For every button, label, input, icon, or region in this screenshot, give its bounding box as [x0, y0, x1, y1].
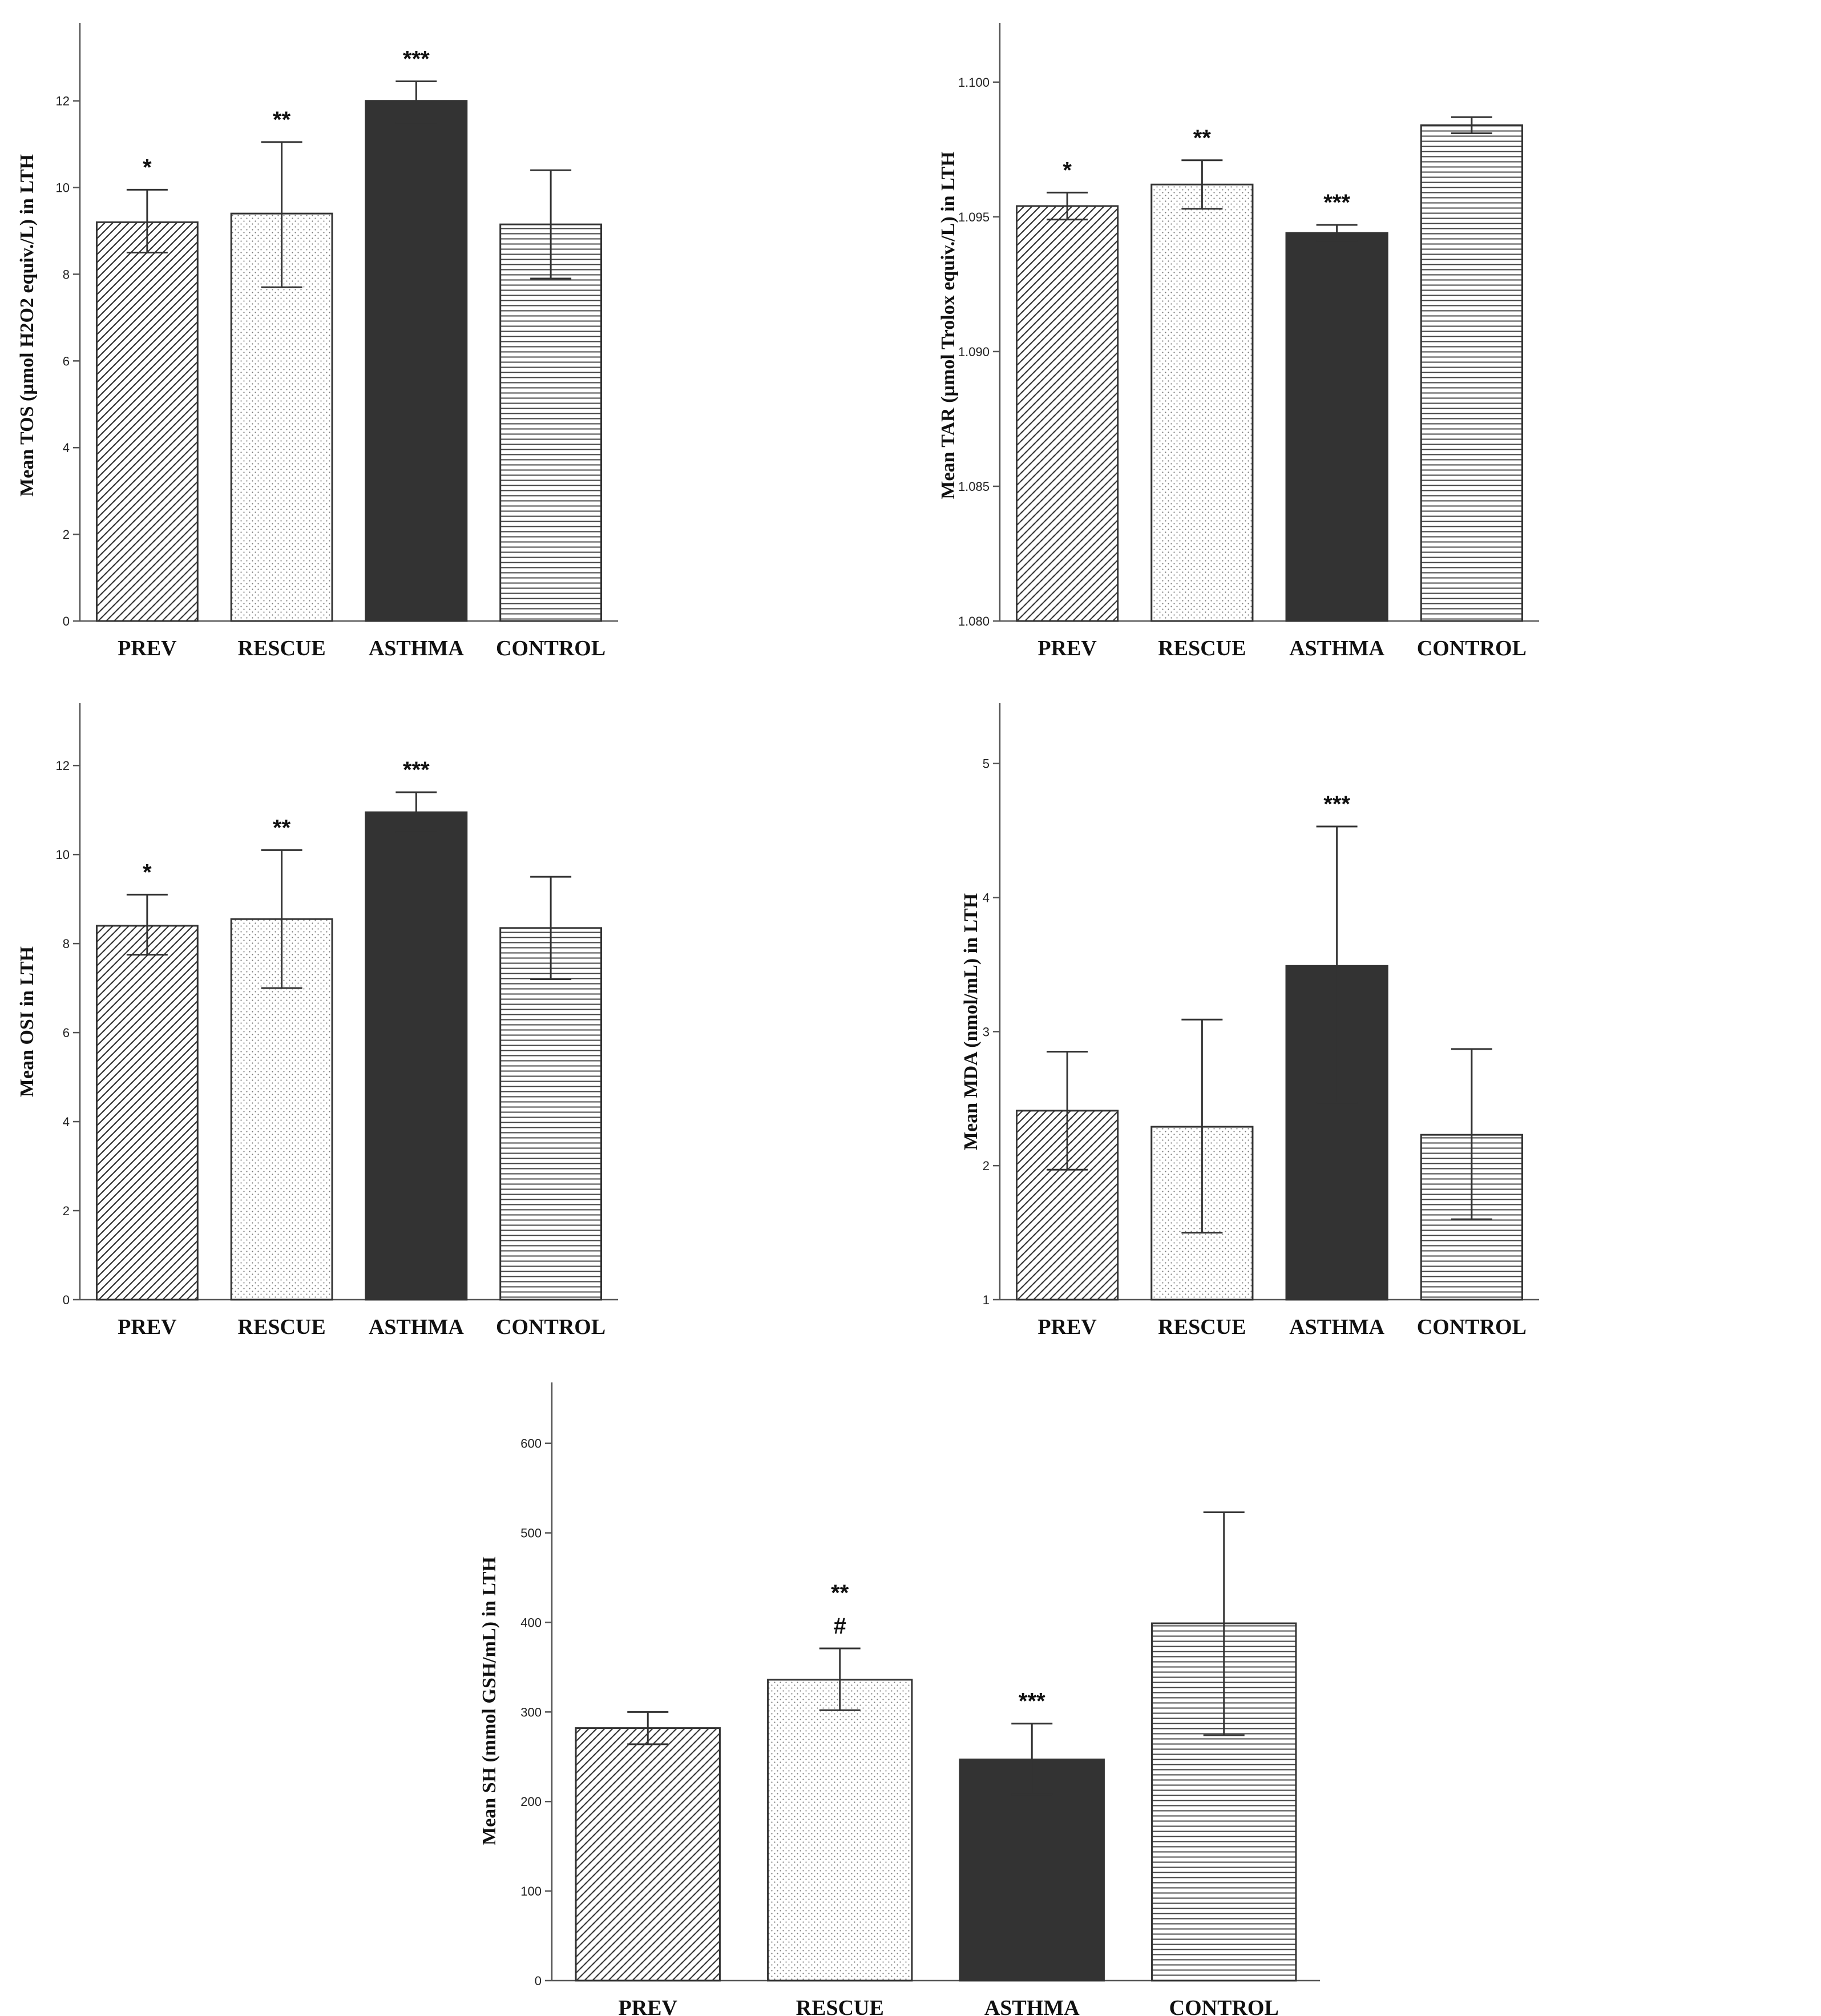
category-label-asthma: ASTHMA — [369, 1315, 464, 1339]
category-label-prev: PREV — [118, 636, 177, 660]
chart-tar: Mean TAR (µmol Trolox equiv./L) in LTH 1… — [938, 23, 1539, 660]
category-label-control: CONTROL — [1417, 636, 1527, 660]
chart-osi: Mean OSI in LTH 0 2 4 6 8 10 12 PREV * RESCUE ** AS… — [17, 703, 618, 1339]
y-tick-label: 1.090 — [958, 345, 990, 359]
bar-prev — [95, 925, 199, 1301]
category-label-asthma: ASTHMA — [1289, 1315, 1384, 1339]
category-label-rescue: RESCUE — [238, 636, 326, 660]
y-tick-label: 6 — [63, 1026, 70, 1040]
category-label-rescue: RESCUE — [1158, 1315, 1246, 1339]
category-label-prev: PREV — [1037, 636, 1097, 660]
chart-tos: Mean TOS (µmol H2O2 equiv./L) in LTH 0 2 4… — [17, 23, 618, 660]
category-label-rescue: RESCUE — [1158, 636, 1246, 660]
bar-asthma — [1285, 965, 1388, 1301]
y-axis-label: Mean TOS (µmol H2O2 equiv./L) in LTH — [17, 154, 38, 497]
category-label-control: CONTROL — [1169, 1996, 1279, 2016]
y-tick-label: 12 — [56, 94, 70, 108]
y-tick-label: 10 — [56, 848, 70, 862]
significance-mark-rescue: ** — [1193, 126, 1212, 151]
bar-prev — [1016, 205, 1119, 622]
bar-asthma — [959, 1758, 1105, 1982]
significance-mark-asthma: *** — [1323, 792, 1350, 817]
y-tick-label: 1.095 — [958, 210, 990, 224]
category-label-asthma: ASTHMA — [984, 1996, 1080, 2016]
category-label-prev: PREV — [1037, 1315, 1097, 1339]
y-tick-label: 8 — [63, 267, 70, 281]
category-label-control: CONTROL — [496, 1315, 605, 1339]
category-label-rescue: RESCUE — [238, 1315, 326, 1339]
y-axis-label: Mean MDA (nmol/mL) in LTH — [960, 893, 982, 1150]
y-tick-label: 0 — [535, 1974, 542, 1988]
y-tick-label: 1.100 — [958, 75, 990, 90]
y-tick-label: 4 — [983, 891, 990, 905]
y-tick-label: 10 — [56, 181, 70, 195]
significance-mark-rescue: ** — [831, 1580, 849, 1606]
bar-control — [499, 223, 603, 622]
significance-mark-rescue: ** — [273, 107, 291, 132]
category-label-prev: PREV — [118, 1315, 177, 1339]
y-tick-label: 2 — [63, 527, 70, 542]
y-tick-label: 5 — [983, 757, 990, 771]
y-tick-label: 3 — [983, 1025, 990, 1039]
y-tick-label: 4 — [63, 441, 70, 455]
y-tick-label: 8 — [63, 937, 70, 951]
bar-prev — [575, 1727, 721, 1982]
category-label-prev: PREV — [619, 1996, 678, 2016]
bar-control — [499, 927, 603, 1301]
bar-rescue — [1150, 183, 1254, 622]
y-tick-label: 600 — [520, 1437, 542, 1451]
y-axis-label: Mean TAR (µmol Trolox equiv./L) in LTH — [938, 151, 959, 499]
significance-mark-prev: * — [1063, 158, 1072, 183]
significance-mark-prev: * — [143, 860, 152, 885]
y-axis-label: Mean SH (mmol GSH/mL) in LTH — [479, 1557, 500, 1845]
y-tick-label: 6 — [63, 354, 70, 368]
y-axis-label: Mean OSI in LTH — [17, 946, 38, 1097]
bar-asthma — [1285, 232, 1388, 622]
y-tick-label: 200 — [520, 1795, 542, 1809]
bar-asthma — [365, 100, 468, 622]
y-tick-label: 1 — [983, 1293, 990, 1307]
chart-mda: Mean MDA (nmol/mL) in LTH 1 2 3 4 5 PREV RESCU… — [960, 703, 1539, 1339]
significance-mark-asthma: *** — [1019, 1689, 1045, 1714]
significance-mark-asthma: *** — [403, 47, 430, 72]
y-tick-label: 2 — [63, 1204, 70, 1218]
y-tick-label: 12 — [56, 759, 70, 773]
y-tick-label: 400 — [520, 1615, 542, 1630]
y-tick-label: 0 — [63, 614, 70, 628]
category-label-control: CONTROL — [1417, 1315, 1527, 1339]
y-tick-label: 500 — [520, 1526, 542, 1541]
y-tick-label: 300 — [520, 1705, 542, 1719]
y-tick-label: 100 — [520, 1884, 542, 1898]
y-tick-label: 0 — [63, 1293, 70, 1307]
category-label-rescue: RESCUE — [796, 1996, 884, 2016]
significance-mark-rescue: # — [834, 1614, 846, 1639]
y-tick-label: 1.080 — [958, 614, 990, 628]
significance-mark-rescue: ** — [273, 815, 291, 840]
y-tick-label: 2 — [983, 1159, 990, 1173]
bar-asthma — [365, 811, 468, 1301]
significance-mark-prev: * — [143, 155, 152, 180]
bar-prev — [95, 221, 199, 622]
category-label-asthma: ASTHMA — [369, 636, 464, 660]
significance-mark-asthma: *** — [403, 757, 430, 783]
y-tick-label: 4 — [63, 1115, 70, 1129]
significance-mark-asthma: *** — [1323, 190, 1350, 215]
bar-rescue — [767, 1679, 913, 1982]
category-label-control: CONTROL — [496, 636, 605, 660]
y-tick-label: 1.085 — [958, 479, 990, 494]
bar-control — [1420, 124, 1523, 622]
chart-sh: Mean SH (mmol GSH/mL) in LTH 0 100 200 300 4… — [479, 1382, 1320, 2016]
category-label-asthma: ASTHMA — [1289, 636, 1384, 660]
